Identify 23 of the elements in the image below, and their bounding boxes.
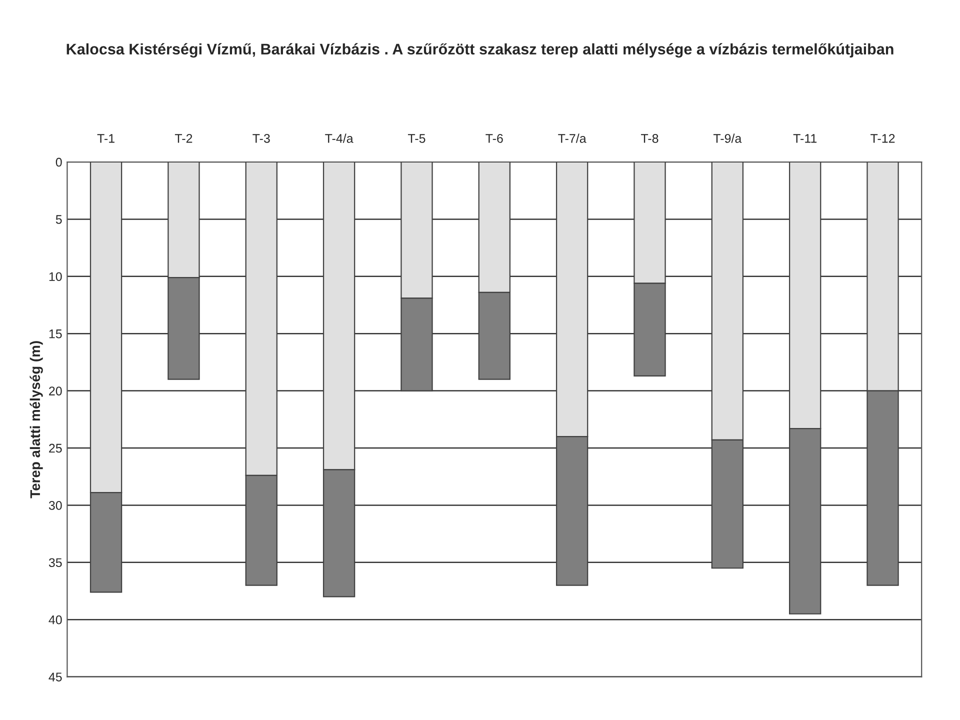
x-tick-label: T-8 [640,134,658,143]
x-tick-label: T-1 [97,134,114,143]
x-tick-label: T-4/a [325,134,354,143]
y-tick-label: 40 [48,615,62,624]
x-tick-label: T-2 [174,134,192,143]
x-tick-label: T-9/a [713,134,742,143]
y-tick-label: 0 [56,158,62,167]
y-tick-label: 10 [49,272,62,282]
y-tick-label: 20 [49,386,62,396]
x-tick-label: T-12 [870,134,895,143]
y-tick-label: 45 [48,672,62,682]
x-tick-label: T-5 [408,134,426,143]
y-axis-title: Terep alatti mélység (m) [30,341,43,498]
y-tick-label: 30 [48,501,62,510]
y-tick-label: 25 [49,444,62,453]
x-tick-label: T-11 [793,134,817,143]
chart-title: Kalocsa Kistérségi Vízmű, Barákai Vízbázis . A szűrőzött szakasz terep alatti mélysége a vízbázis termelőkútjaiban [66,43,894,58]
y-tick-label: 35 [48,558,62,568]
x-tick-label: T-3 [252,134,270,143]
x-tick-label: T-7/a [558,134,586,143]
y-tick-label: 15 [49,330,62,338]
y-tick-label: 5 [56,215,62,224]
x-tick-label: T-6 [486,134,503,143]
